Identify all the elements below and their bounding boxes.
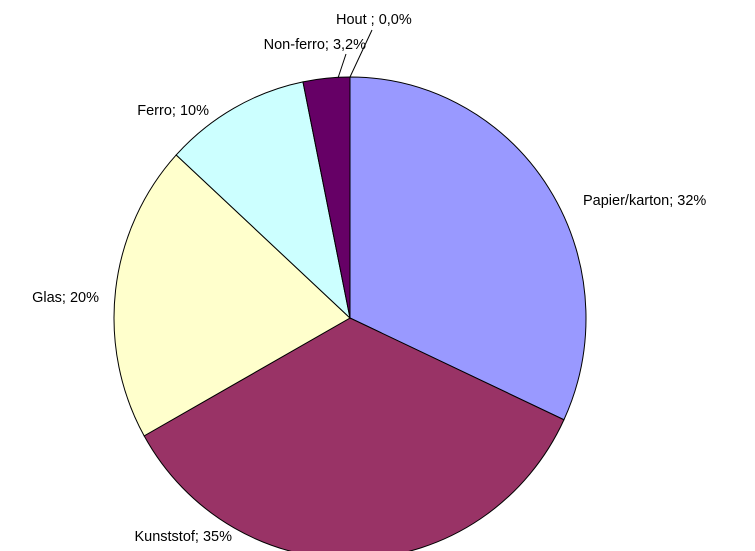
data-label: Glas; 20% [32,290,99,306]
pie-slice [349,76,587,421]
pie-slice [175,81,351,320]
data-label: Hout ; 0,0% [336,12,412,28]
leader-line [349,29,373,78]
leader-line [337,53,347,79]
data-label: Ferro; 10% [137,103,209,119]
data-label: Non-ferro; 3,2% [264,37,366,53]
data-label: Kunststof; 35% [134,529,232,545]
data-label: Papier/karton; 32% [583,193,706,209]
pie-slice [113,154,351,437]
